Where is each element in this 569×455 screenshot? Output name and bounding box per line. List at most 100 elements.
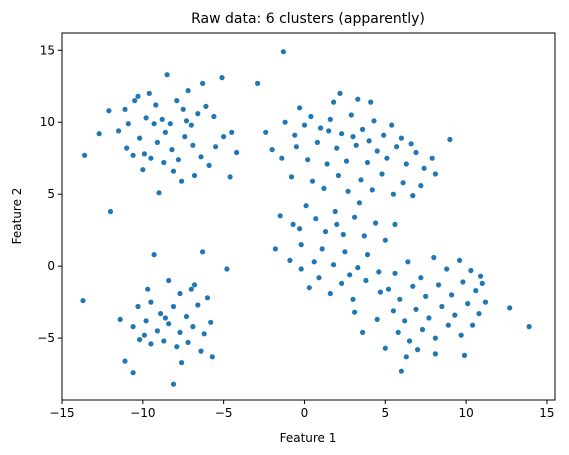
data-point: [468, 267, 474, 274]
data-point: [348, 112, 354, 118]
data-point: [374, 148, 380, 154]
y-tick-label: 0: [47, 259, 55, 273]
data-point: [137, 135, 143, 141]
data-point: [151, 252, 157, 258]
data-point: [209, 354, 215, 360]
data-point: [282, 119, 288, 125]
data-point: [255, 80, 261, 86]
data-point: [382, 345, 388, 351]
data-point: [201, 331, 207, 337]
data-point: [143, 318, 149, 324]
data-point: [423, 293, 429, 299]
y-tick-label: 10: [40, 115, 55, 129]
data-point: [355, 96, 361, 102]
y-tick-label: −5: [37, 331, 55, 345]
data-point: [452, 312, 458, 318]
data-point: [154, 328, 160, 334]
data-point: [169, 147, 175, 153]
data-point: [198, 154, 204, 160]
data-point: [347, 272, 353, 278]
data-point: [460, 279, 466, 285]
data-point: [360, 329, 366, 335]
data-point: [352, 309, 358, 315]
data-point: [418, 183, 424, 189]
data-point: [200, 80, 206, 86]
data-point: [191, 282, 198, 288]
data-point: [177, 290, 183, 297]
data-point: [394, 144, 400, 150]
data-point: [148, 341, 154, 347]
x-tick-label: 10: [458, 406, 473, 420]
data-point: [444, 266, 450, 272]
data-point: [439, 303, 445, 310]
data-point: [301, 122, 308, 128]
data-point: [390, 308, 396, 314]
data-point: [403, 354, 409, 360]
data-point: [182, 134, 188, 140]
data-point: [200, 249, 206, 255]
y-tick-label: 5: [47, 187, 55, 201]
data-point: [124, 145, 130, 151]
data-point: [408, 141, 414, 147]
data-point: [337, 90, 343, 96]
data-point: [410, 193, 416, 199]
data-point: [162, 315, 168, 321]
data-point: [206, 162, 212, 168]
data-point: [339, 280, 345, 286]
data-point: [298, 266, 304, 272]
data-point: [366, 138, 372, 144]
data-point: [350, 296, 356, 302]
data-point: [507, 305, 513, 311]
data-point: [355, 265, 361, 271]
data-point: [385, 286, 392, 292]
data-point: [145, 286, 151, 292]
data-point: [381, 132, 387, 138]
data-point: [117, 316, 123, 322]
data-point: [392, 221, 398, 227]
data-point: [162, 129, 168, 135]
data-point: [159, 116, 165, 122]
data-point: [379, 171, 385, 177]
data-point: [151, 121, 157, 127]
data-point: [482, 299, 489, 305]
data-point: [96, 131, 102, 137]
data-point: [405, 259, 411, 265]
data-point: [432, 351, 438, 357]
data-point: [418, 275, 424, 281]
data-point: [116, 128, 122, 134]
data-point: [432, 171, 438, 177]
data-point: [473, 288, 479, 294]
data-point: [402, 318, 408, 324]
data-point: [280, 49, 286, 55]
data-point: [415, 347, 421, 353]
data-point: [398, 368, 404, 374]
data-point: [476, 311, 482, 317]
x-tick-label: −10: [130, 406, 155, 420]
data-point: [470, 322, 476, 328]
data-point: [208, 319, 214, 325]
data-point: [234, 149, 240, 156]
data-point: [340, 231, 346, 238]
data-point: [308, 113, 314, 120]
data-point: [277, 213, 283, 219]
data-point: [331, 99, 337, 105]
data-point: [303, 203, 309, 209]
data-point: [269, 147, 275, 153]
data-point: [334, 221, 340, 227]
data-point: [389, 122, 395, 128]
data-point: [170, 303, 177, 310]
data-point: [161, 338, 167, 344]
data-point: [342, 249, 348, 255]
data-point: [82, 152, 88, 158]
data-point: [106, 108, 112, 114]
data-point: [305, 157, 311, 163]
data-point: [180, 106, 186, 112]
data-point: [403, 161, 409, 167]
data-point: [400, 180, 406, 186]
data-point: [190, 142, 196, 148]
data-point: [148, 299, 154, 305]
data-point: [122, 358, 128, 364]
data-point: [327, 116, 333, 122]
data-point: [321, 185, 327, 191]
data-point: [373, 220, 379, 226]
